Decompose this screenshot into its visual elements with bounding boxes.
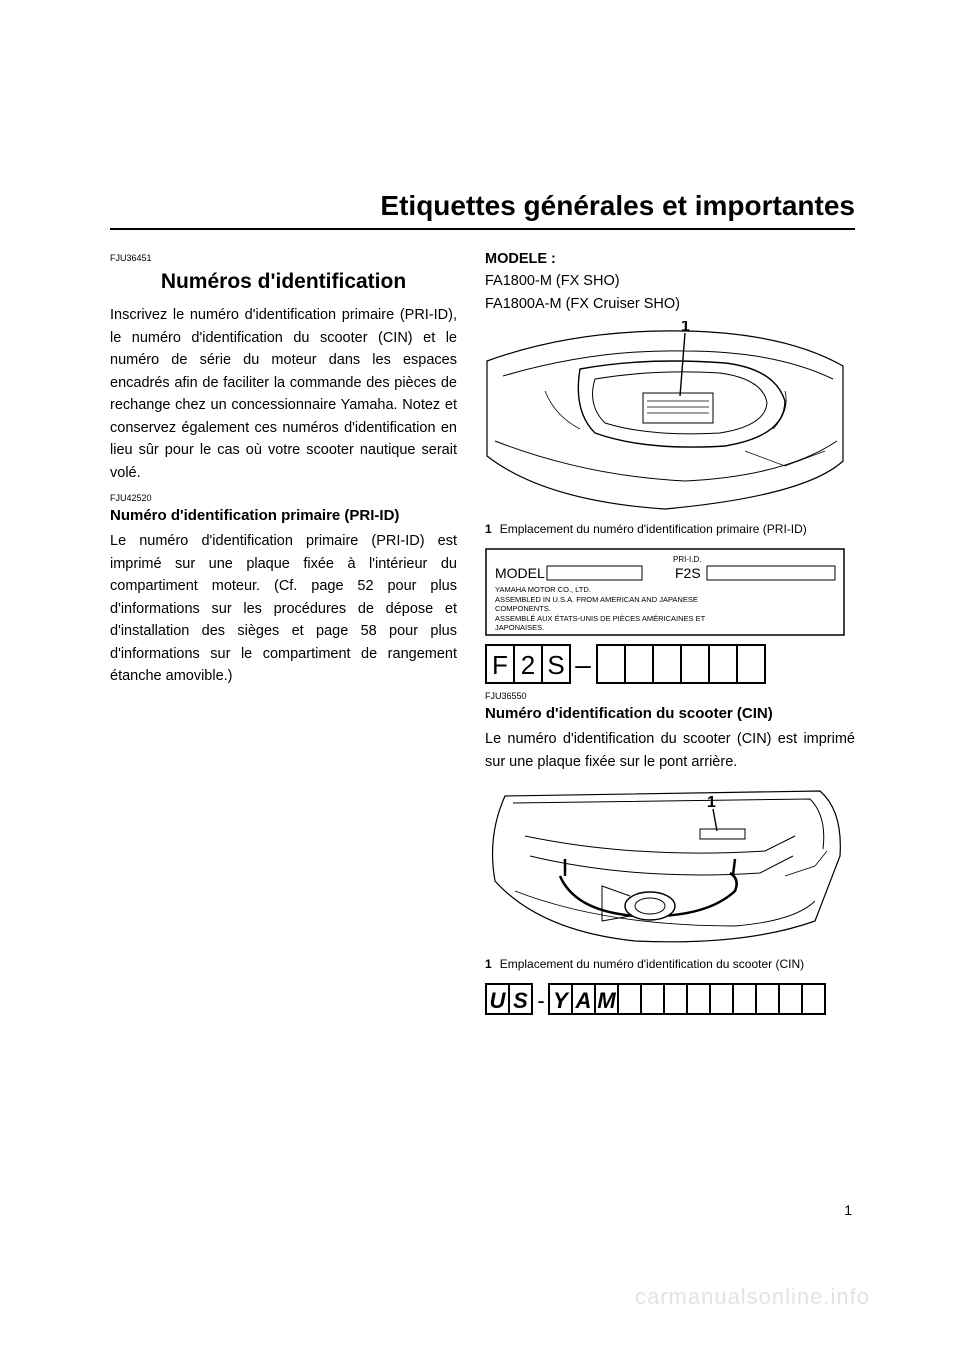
paragraph: Le numéro d'identification du scooter (C… <box>485 728 855 773</box>
svg-text:-: - <box>537 988 544 1013</box>
page-title: Etiquettes générales et importantes <box>110 190 855 230</box>
svg-text:2: 2 <box>521 650 535 680</box>
callout-label: 1 <box>681 321 690 335</box>
svg-text:Y: Y <box>553 988 570 1013</box>
caption-number: 1 <box>485 957 492 973</box>
watermark: carmanualsonline.info <box>635 1284 870 1310</box>
svg-text:ASSEMBLED IN U.S.A. FROM AMERI: ASSEMBLED IN U.S.A. FROM AMERICAN AND JA… <box>495 595 698 604</box>
paragraph: Inscrivez le numéro d'identification pri… <box>110 304 457 484</box>
svg-text:COMPONENTS.: COMPONENTS. <box>495 604 551 613</box>
serial-boxes-cin: U S - Y A M <box>485 983 855 1017</box>
illustration-cin: 1 <box>485 781 855 951</box>
left-column: FJU36451 Numéros d'identification Inscri… <box>110 248 457 1017</box>
svg-text:A: A <box>575 988 592 1013</box>
ref-code: FJU42520 <box>110 492 457 506</box>
figure-caption: 1 Emplacement du numéro d'identification… <box>485 522 855 538</box>
svg-text:S: S <box>547 650 564 680</box>
svg-text:ASSEMBLÉ AUX ÉTATS-UNIS DE PIÈ: ASSEMBLÉ AUX ÉTATS-UNIS DE PIÈCES AMÉRIC… <box>495 614 706 623</box>
svg-text:U: U <box>490 988 507 1013</box>
right-column: MODELE : FA1800-M (FX SHO) FA1800A-M (FX… <box>485 248 855 1017</box>
serial-boxes-pri-id: F 2 S – <box>485 644 855 686</box>
subsection-heading: Numéro d'identification primaire (PRI-ID… <box>110 506 457 526</box>
paragraph: Le numéro d'identification primaire (PRI… <box>110 530 457 687</box>
svg-text:MODEL: MODEL <box>495 565 545 581</box>
content-columns: FJU36451 Numéros d'identification Inscri… <box>110 248 855 1017</box>
ref-code: FJU36451 <box>110 252 457 266</box>
model-line: FA1800-M (FX SHO) <box>485 270 855 292</box>
ref-code: FJU36550 <box>485 690 855 704</box>
caption-text: Emplacement du numéro d'identification p… <box>500 522 807 538</box>
illustration-pri-id: 1 <box>485 321 855 516</box>
caption-text: Emplacement du numéro d'identification d… <box>500 957 804 973</box>
svg-text:–: – <box>575 649 591 680</box>
model-heading: MODELE : <box>485 248 855 270</box>
svg-text:S: S <box>513 988 528 1013</box>
diagram-rear-deck: 1 <box>485 781 845 951</box>
section-heading: Numéros d'identification <box>110 266 457 299</box>
model-line: FA1800A-M (FX Cruiser SHO) <box>485 293 855 315</box>
callout-label: 1 <box>707 794 716 811</box>
figure-caption: 1 Emplacement du numéro d'identification… <box>485 957 855 973</box>
page: Etiquettes générales et importantes FJU3… <box>0 0 960 1358</box>
caption-number: 1 <box>485 522 492 538</box>
diagram-engine-compartment: 1 <box>485 321 845 516</box>
svg-text:M: M <box>597 988 616 1013</box>
pri-id-plate: PRI-I.D. MODEL F2S YAMAHA MOTOR CO., LTD… <box>485 548 855 636</box>
svg-text:YAMAHA MOTOR CO., LTD.: YAMAHA MOTOR CO., LTD. <box>495 585 591 594</box>
subsection-heading: Numéro d'identification du scooter (CIN) <box>485 704 855 724</box>
svg-text:F2S: F2S <box>675 565 701 581</box>
svg-text:JAPONAISES.: JAPONAISES. <box>495 623 544 632</box>
svg-text:PRI-I.D.: PRI-I.D. <box>673 555 701 564</box>
page-number: 1 <box>844 1202 852 1218</box>
svg-text:F: F <box>492 650 508 680</box>
